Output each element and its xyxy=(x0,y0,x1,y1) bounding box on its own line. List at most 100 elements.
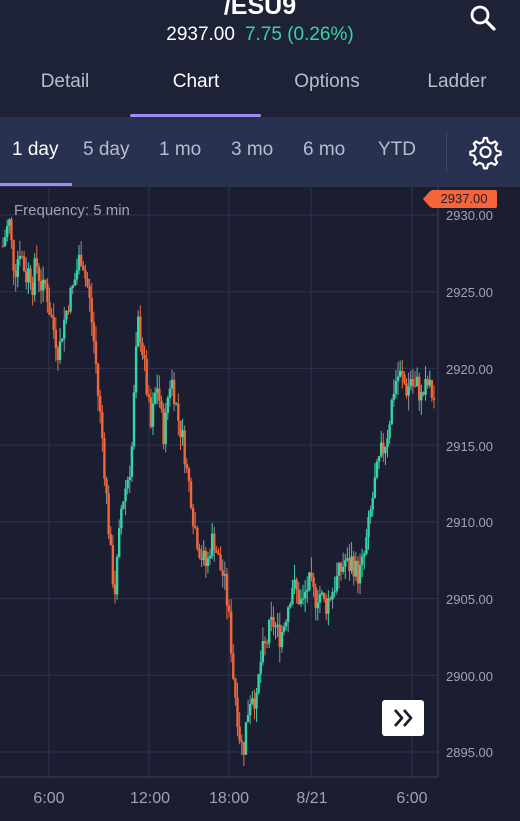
candle-body xyxy=(95,341,97,363)
candle-body xyxy=(433,398,435,400)
candle-body xyxy=(40,281,42,291)
candle-body xyxy=(414,386,416,387)
candle-body xyxy=(160,401,162,409)
candle-body xyxy=(84,270,86,278)
candle-body xyxy=(190,481,192,507)
candle-body xyxy=(44,280,46,284)
candle-body xyxy=(169,389,171,398)
candle-body xyxy=(283,626,285,631)
candle-body xyxy=(25,271,27,282)
range-1-day[interactable]: 1 day xyxy=(12,139,58,161)
candle-body xyxy=(295,580,297,590)
candle-body xyxy=(129,477,131,480)
range-5-day[interactable]: 5 day xyxy=(83,139,129,161)
range-6-mo[interactable]: 6 mo xyxy=(303,139,345,161)
candle-body xyxy=(429,380,431,385)
candle-body xyxy=(232,654,234,679)
x-tick-label: 6:00 xyxy=(382,790,442,808)
candle-body xyxy=(10,219,12,240)
candle-body xyxy=(80,255,82,266)
candle-body xyxy=(416,377,418,387)
tab-detail[interactable]: Detail xyxy=(0,71,130,93)
candle-body xyxy=(257,674,259,693)
gear-icon[interactable] xyxy=(466,134,502,170)
tab-options[interactable]: Options xyxy=(262,71,392,93)
candle-body xyxy=(238,727,240,741)
candle-body xyxy=(230,611,232,653)
candle-body xyxy=(391,400,393,424)
range-divider xyxy=(446,132,447,172)
candle-body xyxy=(69,288,71,311)
candle-body xyxy=(29,268,31,283)
candle-body xyxy=(310,572,312,577)
y-tick-label: 2925.00 xyxy=(446,285,493,300)
candle-body xyxy=(171,380,173,389)
candle-body xyxy=(281,632,283,647)
candle-body xyxy=(272,617,274,627)
candle-body xyxy=(78,255,80,270)
candle-body xyxy=(319,594,321,603)
candle-body xyxy=(205,551,207,566)
candle-body xyxy=(2,246,4,247)
y-tick-label: 2905.00 xyxy=(446,592,493,607)
candle-body xyxy=(234,679,236,698)
candle-body xyxy=(308,572,310,589)
tab-ladder[interactable]: Ladder xyxy=(392,71,520,93)
candle-body xyxy=(359,565,361,584)
candle-body xyxy=(82,266,84,271)
candle-body xyxy=(384,447,386,453)
candle-body xyxy=(164,413,166,444)
y-tick-label: 2915.00 xyxy=(446,439,493,454)
candle-body xyxy=(236,698,238,727)
candle-body xyxy=(150,397,152,427)
candle-body xyxy=(224,574,226,576)
candle-body xyxy=(329,598,331,599)
candle-body xyxy=(196,528,198,549)
candle-body xyxy=(162,409,164,444)
candle-body xyxy=(253,698,255,708)
candle-body xyxy=(46,284,48,302)
candle-body xyxy=(361,557,363,565)
candle-body xyxy=(91,298,93,323)
candle-body xyxy=(59,341,61,360)
candle-body xyxy=(344,560,346,566)
candle-body xyxy=(97,364,99,396)
candle-body xyxy=(386,438,388,447)
candle-body xyxy=(14,271,16,277)
candle-body xyxy=(50,315,52,317)
x-tick-label: 18:00 xyxy=(199,790,259,808)
candle-body xyxy=(103,438,105,479)
candle-body xyxy=(270,617,272,620)
scroll-to-latest-button[interactable] xyxy=(382,700,424,736)
candle-body xyxy=(93,323,95,342)
candle-body xyxy=(300,599,302,604)
y-tick-label: 2930.00 xyxy=(446,208,493,223)
candle-body xyxy=(167,398,169,413)
candle-body xyxy=(156,389,158,393)
candle-body xyxy=(12,240,14,270)
candle-body xyxy=(143,355,145,359)
range-1-mo[interactable]: 1 mo xyxy=(159,139,201,161)
candle-body xyxy=(72,286,74,288)
candle-body xyxy=(323,593,325,599)
last-price: 2937.00 xyxy=(166,24,235,45)
candle-body xyxy=(120,509,122,529)
candle-body xyxy=(126,480,128,489)
candle-body xyxy=(8,219,10,226)
candle-body xyxy=(219,555,221,571)
candle-body xyxy=(135,346,137,392)
tab-chart[interactable]: Chart xyxy=(131,71,261,93)
candle-body xyxy=(264,641,266,643)
candle-body xyxy=(268,620,270,644)
candle-body xyxy=(376,462,378,478)
candle-body xyxy=(412,379,414,385)
candle-body xyxy=(152,404,154,427)
candle-body xyxy=(325,599,327,614)
y-tick-label: 2895.00 xyxy=(446,745,493,760)
search-icon[interactable] xyxy=(468,3,498,33)
range-ytd[interactable]: YTD xyxy=(378,139,416,161)
x-tick-label: 8/21 xyxy=(282,790,342,808)
range-3-mo[interactable]: 3 mo xyxy=(231,139,273,161)
candle-body xyxy=(116,557,118,595)
price-chart[interactable]: Frequency: 5 min 2937.00 2930.00 2925.00… xyxy=(0,187,520,821)
